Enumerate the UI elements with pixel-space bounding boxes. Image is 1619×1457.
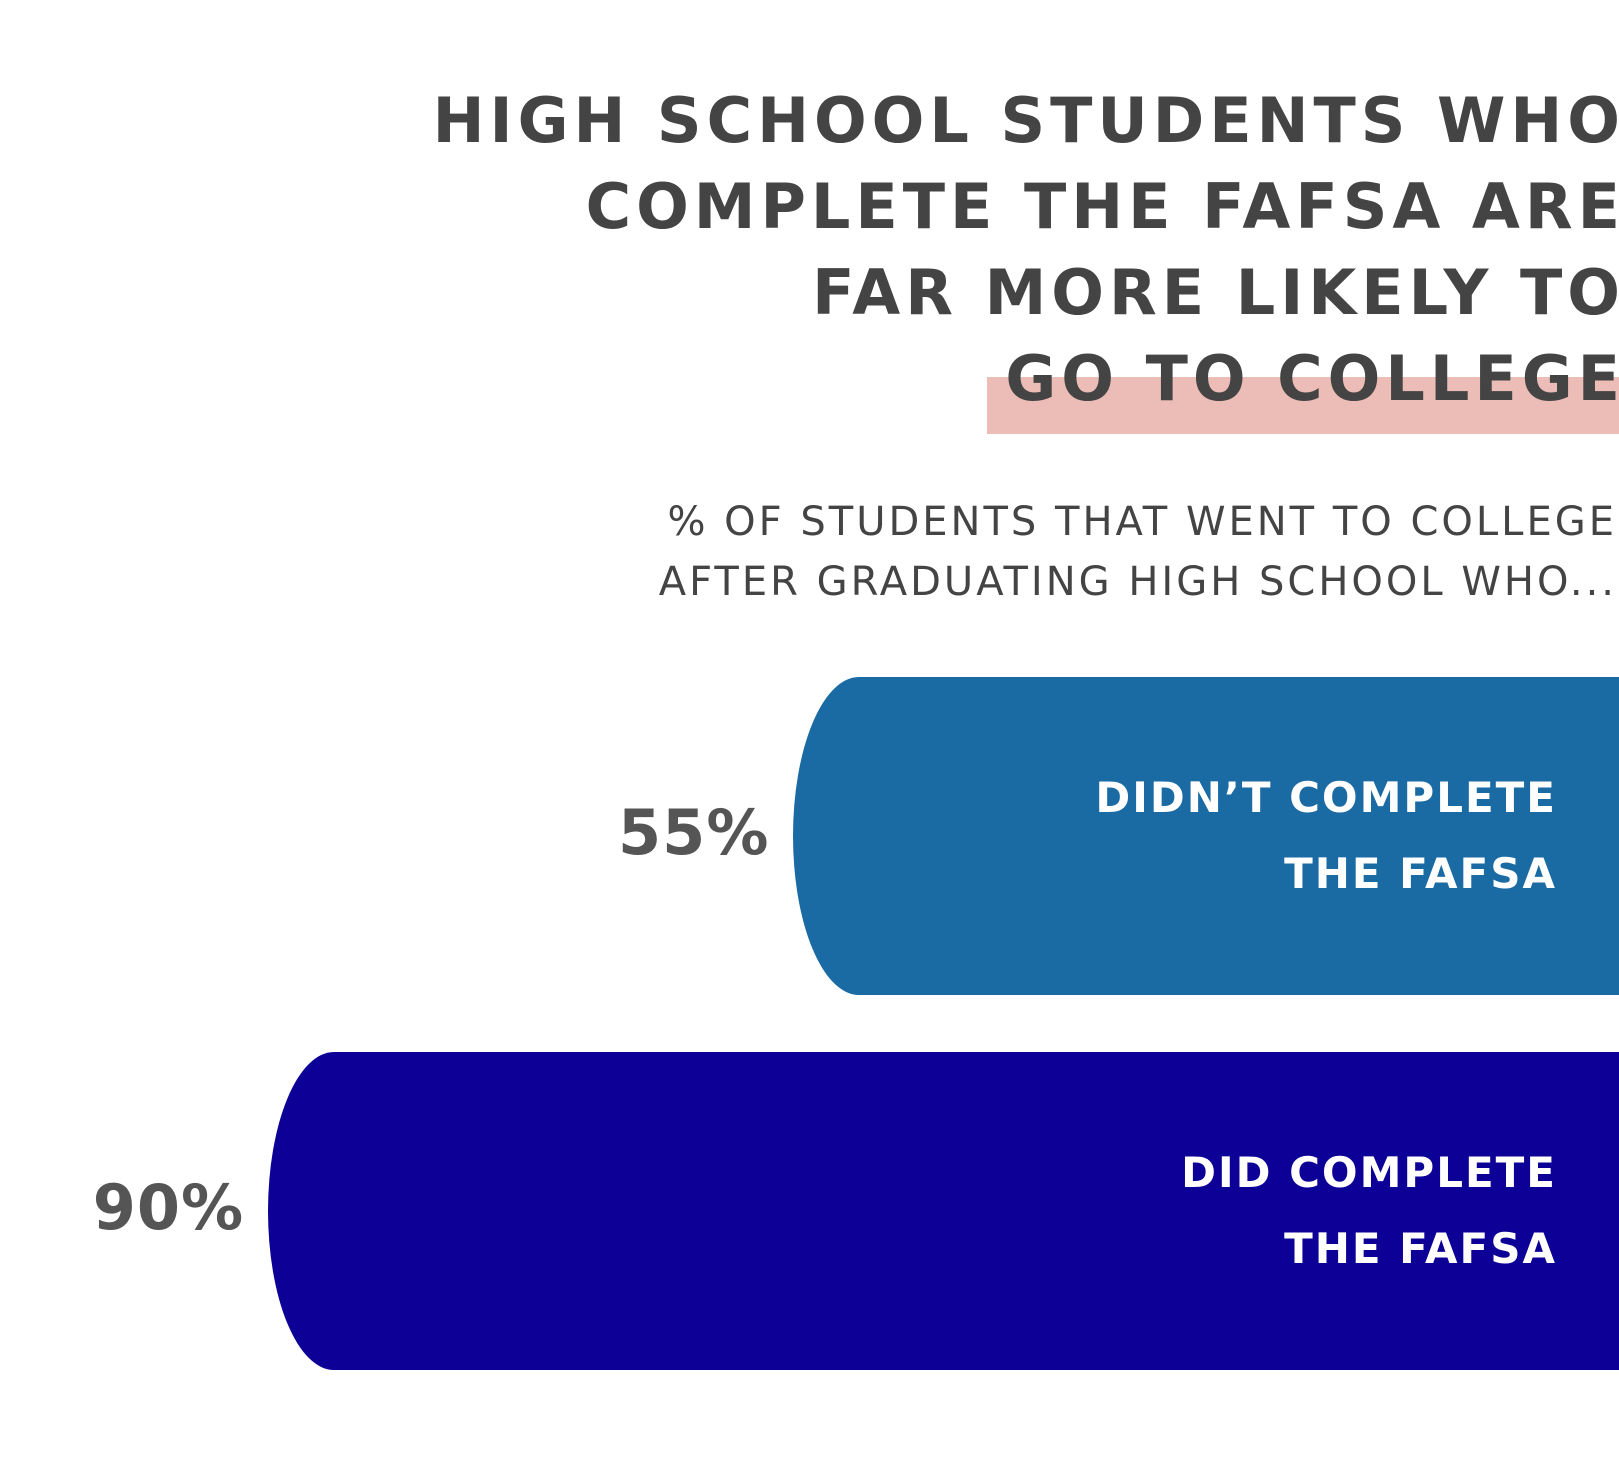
category-label: DID COMPLETE THE FAFSA xyxy=(1181,1148,1557,1273)
value-label: 90% xyxy=(92,1171,245,1244)
value-label: 55% xyxy=(618,796,770,869)
title-highlight xyxy=(987,377,1619,434)
bar xyxy=(268,1052,1619,1370)
chart-subtitle: % OF STUDENTS THAT WENT TO COLLEGE AFTER… xyxy=(658,499,1617,605)
category-label: DIDN’T COMPLETE THE FAFSA xyxy=(1095,773,1557,898)
bar xyxy=(793,677,1619,995)
chart-title: HIGH SCHOOL STUDENTS WHO COMPLETE THE FA… xyxy=(432,84,1619,415)
